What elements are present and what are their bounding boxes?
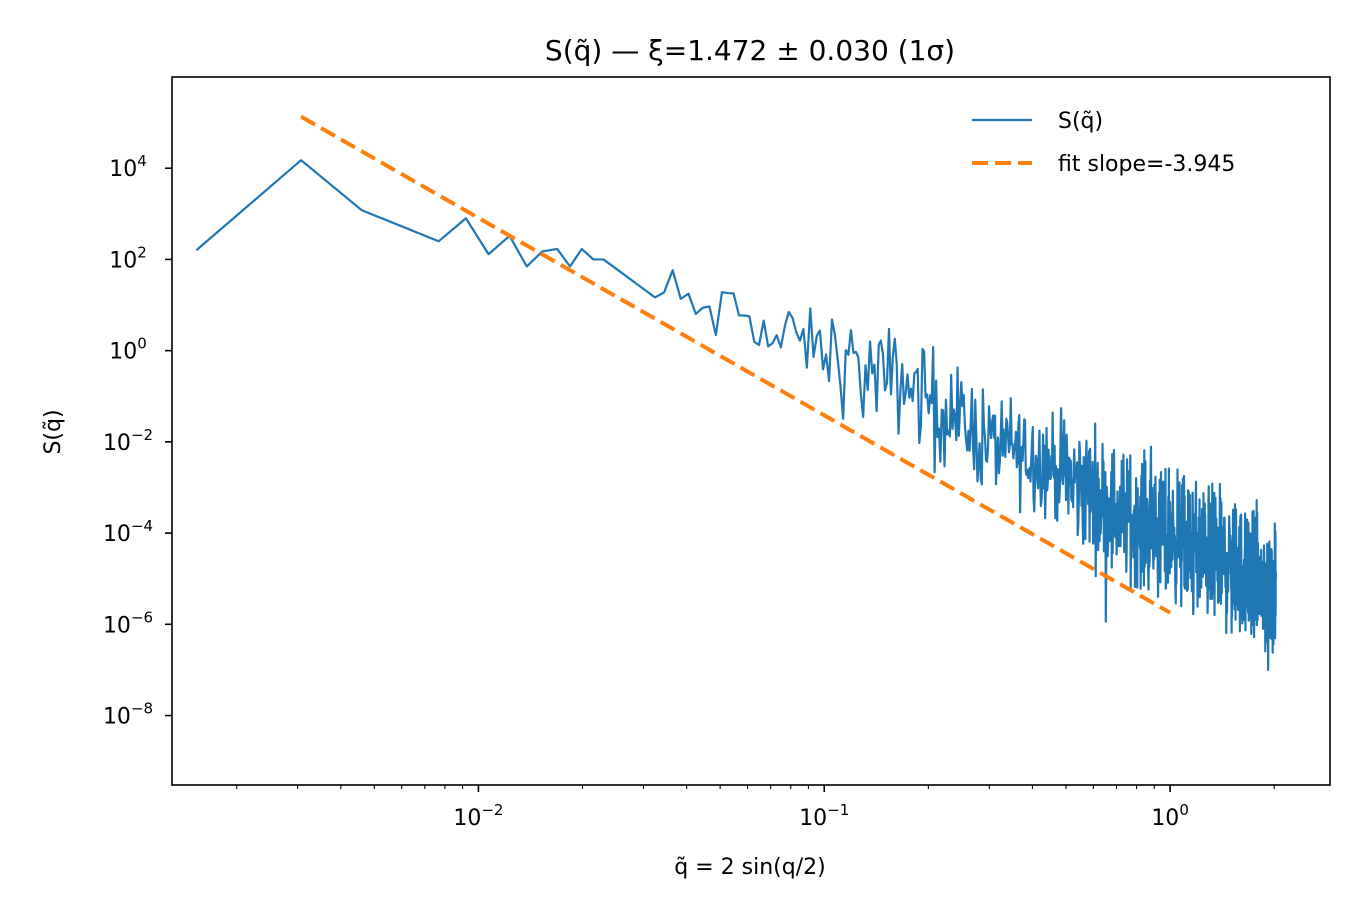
y-tick-label: 10−8 — [103, 700, 153, 730]
x-axis-label: q̃ = 2 sin(q/2) — [674, 855, 825, 880]
x-tick-label: 10−2 — [453, 801, 503, 831]
y-tick-label: 10−2 — [103, 426, 153, 456]
y-axis-label: S(q̃) — [41, 409, 66, 454]
chart-title: S(q̃) — ξ=1.472 ± 0.030 (1σ) — [545, 34, 955, 67]
y-tick-label: 10−6 — [103, 608, 153, 638]
y-tick-label: 10−4 — [103, 517, 153, 547]
x-tick-label: 10−1 — [799, 801, 849, 831]
x-tick-label: 100 — [1151, 801, 1189, 831]
series-measured-line — [195, 159, 1278, 671]
legend: S(q̃) fit slope=-3.945 — [972, 109, 1235, 177]
y-tick-label: 104 — [109, 152, 147, 182]
y-tick-label: 102 — [109, 243, 147, 273]
legend-label-fit: fit slope=-3.945 — [1058, 152, 1235, 177]
y-tick-label: 100 — [109, 335, 147, 365]
series-layer — [195, 114, 1278, 671]
series-fit-line — [300, 114, 1172, 615]
x-axis-ticks: 10−2 10−1 100 — [236, 785, 1275, 831]
legend-label-measured: S(q̃) — [1058, 109, 1103, 134]
y-axis-ticks: 104 102 100 10−2 10−4 10−6 10−8 — [103, 152, 172, 730]
plot-frame — [171, 76, 1331, 786]
